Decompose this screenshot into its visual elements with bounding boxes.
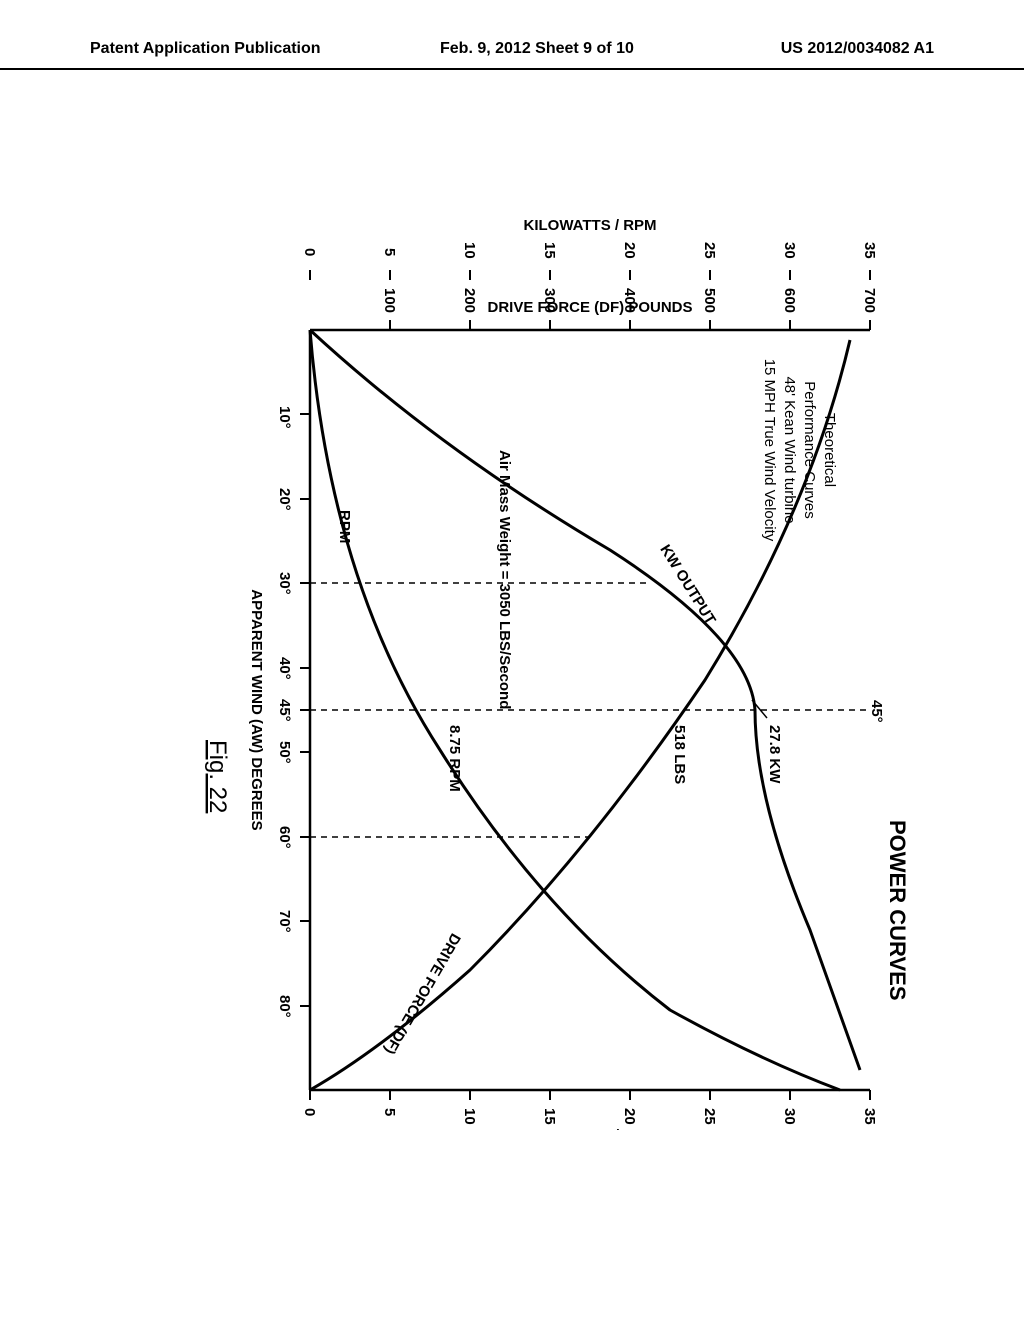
legend-perf: Performance Curves <box>801 381 818 519</box>
svg-text:100: 100 <box>381 288 398 313</box>
power-curves-chart: POWER CURVES 10° 20° 30° 40° 45° 50° 60°… <box>90 210 930 1130</box>
svg-text:45°: 45° <box>276 699 293 722</box>
y-right-label: KILOWATTS / RPM <box>523 1127 656 1130</box>
svg-text:30: 30 <box>781 242 798 259</box>
header-center-text: Feb. 9, 2012 Sheet 9 of 10 <box>440 40 634 58</box>
header-right-text: US 2012/0034082 A1 <box>781 40 934 58</box>
svg-text:500: 500 <box>701 288 718 313</box>
svg-text:25: 25 <box>701 242 718 259</box>
svg-text:5: 5 <box>381 1108 398 1116</box>
y-left-outer-label: KILOWATTS / RPM <box>523 217 656 234</box>
x-axis-label: APPARENT WIND (AW) DEGREES <box>248 589 265 830</box>
svg-text:30: 30 <box>781 1108 798 1125</box>
angle-45-top: 45° <box>868 700 885 723</box>
svg-text:35: 35 <box>861 1108 878 1125</box>
val-278kw: 27.8 KW <box>766 725 783 784</box>
svg-text:600: 600 <box>781 288 798 313</box>
svg-text:20°: 20° <box>276 488 293 511</box>
svg-text:30°: 30° <box>276 572 293 595</box>
val-875rpm: 8.75 RPM <box>446 725 463 792</box>
legend-wind: 15 MPH True Wind Velocity <box>761 359 778 542</box>
svg-text:50°: 50° <box>276 741 293 764</box>
legend-turbine: 48' Kean Wind turbine <box>781 376 798 523</box>
header-left-text: Patent Application Publication <box>90 40 321 58</box>
air-mass-label: Air Mass Weight = 3050 LBS/Second <box>496 450 513 709</box>
drive-force-label: DRIVE FORCE (DF) <box>381 930 464 1057</box>
svg-text:15: 15 <box>541 242 558 259</box>
legend-theoretical: Theoretical <box>821 413 838 487</box>
svg-text:700: 700 <box>861 288 878 313</box>
svg-text:35: 35 <box>861 242 878 259</box>
svg-text:10: 10 <box>461 1108 478 1125</box>
val-518lbs: 518 LBS <box>671 725 688 784</box>
svg-text:10°: 10° <box>276 406 293 429</box>
svg-text:40°: 40° <box>276 657 293 680</box>
svg-text:70°: 70° <box>276 910 293 933</box>
svg-text:15: 15 <box>541 1108 558 1125</box>
svg-text:80°: 80° <box>276 995 293 1018</box>
kw-output-label: KW OUTPUT <box>656 542 719 628</box>
svg-text:5: 5 <box>381 248 398 256</box>
svg-text:10: 10 <box>461 242 478 259</box>
svg-text:20: 20 <box>621 1108 638 1125</box>
chart-rotated-wrapper: POWER CURVES 10° 20° 30° 40° 45° 50° 60°… <box>50 250 970 1090</box>
svg-text:0: 0 <box>301 1108 318 1116</box>
svg-text:20: 20 <box>621 242 638 259</box>
rpm-label: RPM <box>336 510 353 543</box>
svg-text:200: 200 <box>461 288 478 313</box>
page-header: Patent Application Publication Feb. 9, 2… <box>0 40 1024 70</box>
svg-text:25: 25 <box>701 1108 718 1125</box>
chart-title: POWER CURVES <box>885 820 910 1001</box>
svg-text:60°: 60° <box>276 826 293 849</box>
figure-label: Fig. 22 <box>204 740 231 813</box>
svg-text:0: 0 <box>301 248 318 256</box>
y-left-inner-label: DRIVE FORCE (DF) POUNDS <box>487 299 692 316</box>
